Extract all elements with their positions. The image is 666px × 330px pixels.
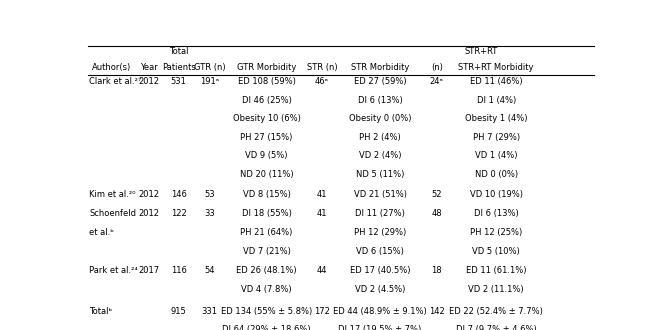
Text: VD 4 (7.8%): VD 4 (7.8%) — [241, 285, 292, 294]
Text: ED 134 (55% ± 5.8%): ED 134 (55% ± 5.8%) — [221, 307, 312, 316]
Text: GTR (n): GTR (n) — [194, 63, 226, 72]
Text: VD 2 (4.5%): VD 2 (4.5%) — [355, 285, 405, 294]
Text: PH 7 (29%): PH 7 (29%) — [473, 133, 519, 142]
Text: 191ᵃ: 191ᵃ — [200, 77, 219, 86]
Text: PH 2 (4%): PH 2 (4%) — [359, 133, 401, 142]
Text: 18: 18 — [432, 266, 442, 275]
Text: Obesity 0 (0%): Obesity 0 (0%) — [349, 114, 412, 123]
Text: 142: 142 — [429, 307, 445, 316]
Text: 24ᵃ: 24ᵃ — [430, 77, 444, 86]
Text: 53: 53 — [204, 190, 215, 199]
Text: DI 6 (13%): DI 6 (13%) — [358, 96, 402, 105]
Text: Totalᵇ: Totalᵇ — [89, 307, 113, 316]
Text: DI 17 (19.5% ± 7%): DI 17 (19.5% ± 7%) — [338, 325, 422, 330]
Text: 915: 915 — [171, 307, 186, 316]
Text: Obesity 10 (6%): Obesity 10 (6%) — [232, 114, 300, 123]
Text: 2012: 2012 — [139, 210, 160, 218]
Text: VD 21 (51%): VD 21 (51%) — [354, 190, 406, 199]
Text: 52: 52 — [432, 190, 442, 199]
Text: ND 5 (11%): ND 5 (11%) — [356, 170, 404, 179]
Text: ED 108 (59%): ED 108 (59%) — [238, 77, 296, 86]
Text: DI 1 (4%): DI 1 (4%) — [477, 96, 515, 105]
Text: ED 44 (48.9% ± 9.1%): ED 44 (48.9% ± 9.1%) — [333, 307, 427, 316]
Text: VD 8 (15%): VD 8 (15%) — [242, 190, 290, 199]
Text: 531: 531 — [170, 77, 186, 86]
Text: 172: 172 — [314, 307, 330, 316]
Text: 146: 146 — [170, 190, 186, 199]
Text: 2012: 2012 — [139, 190, 160, 199]
Text: 41: 41 — [317, 190, 327, 199]
Text: Author(s): Author(s) — [92, 63, 131, 72]
Text: STR+RT: STR+RT — [464, 47, 498, 56]
Text: VD 6 (15%): VD 6 (15%) — [356, 247, 404, 255]
Text: 122: 122 — [171, 210, 186, 218]
Text: VD 5 (10%): VD 5 (10%) — [472, 247, 520, 255]
Text: VD 10 (19%): VD 10 (19%) — [470, 190, 523, 199]
Text: Schoenfeld: Schoenfeld — [89, 210, 137, 218]
Text: 2012: 2012 — [139, 77, 160, 86]
Text: 46ᵃ: 46ᵃ — [315, 77, 329, 86]
Text: et al.ᵇ: et al.ᵇ — [89, 228, 115, 237]
Text: ED 17 (40.5%): ED 17 (40.5%) — [350, 266, 410, 275]
Text: 48: 48 — [432, 210, 442, 218]
Text: Patients: Patients — [162, 63, 196, 72]
Text: 44: 44 — [317, 266, 327, 275]
Text: 33: 33 — [204, 210, 215, 218]
Text: ED 27 (59%): ED 27 (59%) — [354, 77, 406, 86]
Text: 331: 331 — [202, 307, 218, 316]
Text: STR+RT Morbidity: STR+RT Morbidity — [458, 63, 534, 72]
Text: Obesity 1 (4%): Obesity 1 (4%) — [465, 114, 527, 123]
Text: PH 27 (15%): PH 27 (15%) — [240, 133, 292, 142]
Text: VD 2 (11.1%): VD 2 (11.1%) — [468, 285, 524, 294]
Text: ED 22 (52.4% ± 7.7%): ED 22 (52.4% ± 7.7%) — [450, 307, 543, 316]
Text: 41: 41 — [317, 210, 327, 218]
Text: Kim et al.²⁰: Kim et al.²⁰ — [89, 190, 136, 199]
Text: (n): (n) — [431, 63, 443, 72]
Text: DI 46 (25%): DI 46 (25%) — [242, 96, 292, 105]
Text: ED 26 (48.1%): ED 26 (48.1%) — [236, 266, 297, 275]
Text: PH 12 (29%): PH 12 (29%) — [354, 228, 406, 237]
Text: DI 64 (29% ± 18.6%): DI 64 (29% ± 18.6%) — [222, 325, 311, 330]
Text: Clark et al.²⁷: Clark et al.²⁷ — [89, 77, 142, 86]
Text: VD 9 (5%): VD 9 (5%) — [245, 151, 288, 160]
Text: 116: 116 — [170, 266, 186, 275]
Text: DI 11 (27%): DI 11 (27%) — [355, 210, 405, 218]
Text: VD 7 (21%): VD 7 (21%) — [242, 247, 290, 255]
Text: ED 11 (46%): ED 11 (46%) — [470, 77, 523, 86]
Text: VD 1 (4%): VD 1 (4%) — [475, 151, 517, 160]
Text: GTR Morbidity: GTR Morbidity — [237, 63, 296, 72]
Text: DI 7 (9.7% ± 4.6%): DI 7 (9.7% ± 4.6%) — [456, 325, 537, 330]
Text: DI 18 (55%): DI 18 (55%) — [242, 210, 292, 218]
Text: ND 20 (11%): ND 20 (11%) — [240, 170, 293, 179]
Text: VD 2 (4%): VD 2 (4%) — [359, 151, 402, 160]
Text: STR (n): STR (n) — [306, 63, 337, 72]
Text: Year: Year — [140, 63, 158, 72]
Text: ND 0 (0%): ND 0 (0%) — [475, 170, 517, 179]
Text: PH 21 (64%): PH 21 (64%) — [240, 228, 292, 237]
Text: Total: Total — [169, 47, 188, 56]
Text: 2017: 2017 — [139, 266, 160, 275]
Text: DI 6 (13%): DI 6 (13%) — [474, 210, 519, 218]
Text: PH 12 (25%): PH 12 (25%) — [470, 228, 522, 237]
Text: ED 11 (61.1%): ED 11 (61.1%) — [466, 266, 526, 275]
Text: STR Morbidity: STR Morbidity — [351, 63, 409, 72]
Text: Park et al.²⁴: Park et al.²⁴ — [89, 266, 139, 275]
Text: 54: 54 — [204, 266, 215, 275]
